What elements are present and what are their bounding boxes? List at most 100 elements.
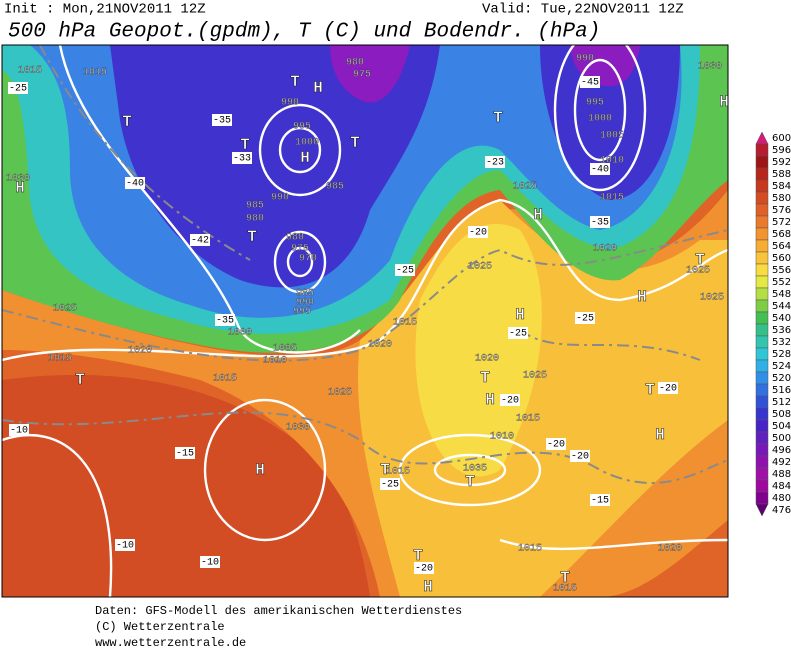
pressure-center: H — [719, 93, 729, 111]
colorbar-label: 516 — [772, 385, 791, 396]
colorbar-label: 600 — [772, 133, 791, 144]
temperature-label: -40 — [591, 165, 609, 176]
isobar-label: 1025 — [686, 266, 710, 277]
isobar — [203, 398, 327, 542]
colorbar-cell — [755, 215, 769, 229]
footer-line: (C) Wetterzentrale — [95, 620, 225, 634]
colorbar-cell — [755, 287, 769, 301]
isobar-label: 1015 — [600, 193, 624, 204]
isobar-label: 985 — [296, 289, 314, 300]
isobar-label: 1035 — [463, 464, 487, 475]
isobar-label: 970 — [299, 254, 317, 265]
colorbar-label: 520 — [772, 373, 791, 384]
isobar-label: 1000 — [588, 114, 612, 125]
isobar — [398, 433, 542, 507]
temperature-label: -25 — [396, 266, 414, 277]
colorbar-cell — [755, 455, 769, 469]
temperature-label-box — [175, 447, 195, 459]
isobar-label: 1030 — [286, 423, 310, 434]
isobar-label: 1020 — [658, 544, 682, 555]
colorbar-cell — [755, 179, 769, 193]
isobar-label: 980 — [346, 58, 364, 69]
colorbar-label: 544 — [772, 301, 791, 312]
colorbar-label: 560 — [772, 253, 791, 264]
isobar-label: 1025 — [523, 371, 547, 382]
temperature-label: -42 — [191, 236, 209, 247]
temperature-label: -25 — [576, 314, 594, 325]
temperature-label: -23 — [486, 158, 504, 169]
pressure-center: T — [380, 461, 390, 479]
pressure-center: T — [465, 473, 475, 491]
pressure-center: H — [15, 179, 25, 197]
temperature-label-box — [215, 314, 235, 326]
map-title: 500 hPa Geopot.(gpdm), T (C) und Bodendr… — [8, 21, 600, 44]
isobar-label: 990 — [271, 193, 289, 204]
isobar — [573, 58, 627, 162]
temperature-label-box — [212, 114, 232, 126]
temperature-label-box — [125, 177, 145, 189]
valid-time: Valid: Tue,22NOV2011 12Z — [482, 2, 684, 18]
colorbar-label: 504 — [772, 421, 791, 432]
temperature-label: -20 — [415, 564, 433, 575]
temperature-label-box — [590, 216, 610, 228]
temperature-label-box — [500, 394, 520, 406]
colorbar-label: 576 — [772, 205, 791, 216]
pressure-center: T — [247, 228, 257, 246]
colorbar-cell — [755, 203, 769, 217]
colorbar-cell — [755, 227, 769, 241]
isobar-label: 995 — [293, 307, 311, 318]
colorbar-label: 568 — [772, 229, 791, 240]
colorbar-label: 512 — [772, 397, 791, 408]
colorbar-label: 508 — [772, 409, 791, 420]
isobar-label: 975 — [353, 70, 371, 81]
footer-line: www.wetterzentrale.de — [95, 636, 246, 648]
temperature-label-box — [8, 82, 28, 94]
pressure-center: T — [350, 134, 360, 152]
colorbar-label: 536 — [772, 325, 791, 336]
colorbar-label: 596 — [772, 145, 791, 156]
temperature-label-box — [485, 156, 505, 168]
colorbar-cell — [755, 467, 769, 481]
isobar-label: 1025 — [468, 262, 492, 273]
temperature-label-box — [414, 562, 434, 574]
isobar — [553, 45, 647, 192]
colorbar-label: 484 — [772, 481, 791, 492]
colorbar-cell — [755, 155, 769, 169]
isobar-label: 1015 — [213, 374, 237, 385]
temperature-label: -40 — [126, 179, 144, 190]
isobar-label: 1015 — [386, 467, 410, 478]
isobar-label: 1020 — [593, 244, 617, 255]
temperature-label-box — [395, 264, 415, 276]
isobar-label: 1025 — [700, 293, 724, 304]
colorbar-cell — [755, 359, 769, 373]
isobar-label: 985 — [326, 182, 344, 193]
colorbar-cell — [755, 395, 769, 409]
isobar — [499, 538, 728, 551]
colorbar-cell — [755, 419, 769, 433]
temperature-lines — [2, 45, 728, 484]
temperature-label: -15 — [591, 496, 609, 507]
colorbar-cell — [755, 251, 769, 265]
temperature-label: -25 — [509, 329, 527, 340]
temperature-label: -20 — [469, 228, 487, 239]
isobar-label: 1025 — [513, 182, 537, 193]
isobar-label: 1020 — [368, 340, 392, 351]
temperature-label: -20 — [571, 452, 589, 463]
isobar-label: 985 — [246, 201, 264, 212]
isobar — [433, 453, 507, 487]
colorbar-cell — [755, 299, 769, 313]
pressure-center: H — [423, 578, 433, 596]
pressure-center: H — [637, 288, 647, 306]
colorbar-cell — [755, 323, 769, 337]
warm-area — [2, 374, 370, 597]
colorbar-cell — [755, 383, 769, 397]
colorbar-label: 592 — [772, 157, 791, 168]
isobar — [2, 198, 728, 362]
isobar-label: 995 — [586, 98, 604, 109]
colorbar-label: 584 — [772, 181, 791, 192]
temperature-label-box — [200, 556, 220, 568]
temperature-label-box — [570, 450, 590, 462]
colorbar-cap — [755, 131, 769, 145]
